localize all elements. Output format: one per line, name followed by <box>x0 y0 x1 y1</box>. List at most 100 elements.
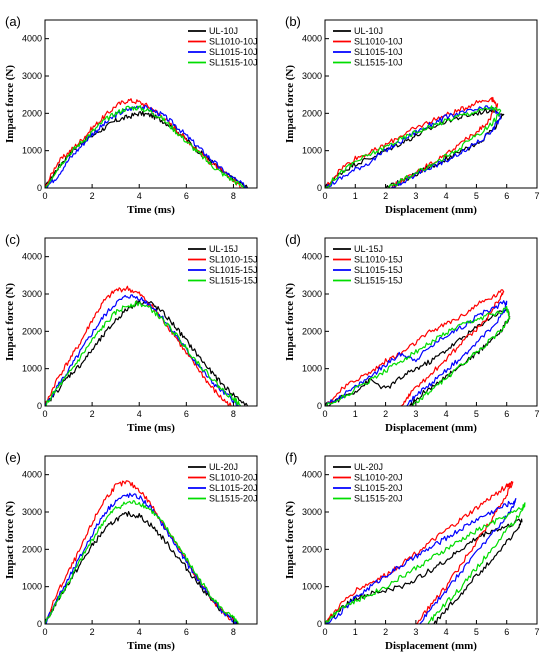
legend-label-2: SL1010-15J <box>354 255 403 265</box>
series-line-2 <box>45 480 237 624</box>
series-line-3 <box>325 300 508 406</box>
series-line-3 <box>325 105 502 188</box>
legend-label-3: SL1015-10J <box>209 47 258 57</box>
x-tick-label: 0 <box>42 409 47 419</box>
y-tick-label: 4000 <box>302 252 322 262</box>
series-line-2 <box>45 98 243 188</box>
legend-label-4: SL1515-20J <box>354 494 403 504</box>
series-line-4 <box>45 300 242 406</box>
panel-2: 0 1 2 3 4 5 6 7 0 1000 2000 3000 4000 Displacement (m… <box>284 14 540 216</box>
x-tick-label: 0 <box>42 627 47 637</box>
y-tick-label: 0 <box>37 401 42 411</box>
y-tick-label: 3000 <box>302 71 322 81</box>
y-tick-label: 2000 <box>22 326 42 336</box>
legend-label-4: SL1515-10J <box>209 58 258 68</box>
panel-label: (d) <box>285 232 301 247</box>
x-tick-label: 8 <box>231 409 236 419</box>
y-tick-label: 0 <box>37 619 42 629</box>
y-tick-label: 0 <box>317 401 322 411</box>
x-axis-title: Time (ms) <box>127 640 175 652</box>
x-tick-label: 4 <box>444 409 449 419</box>
plot-frame <box>324 19 538 189</box>
y-tick-label: 2000 <box>302 326 322 336</box>
series-line-4 <box>325 105 502 188</box>
series-line-4 <box>325 305 511 406</box>
x-tick-label: 0 <box>42 191 47 201</box>
legend-label-1: UL-10J <box>209 26 238 36</box>
y-axis-title: Impact force (N) <box>4 283 16 361</box>
y-tick-label: 3000 <box>302 507 322 517</box>
x-tick-label: 5 <box>474 409 479 419</box>
y-axis-title: Impact force (N) <box>4 65 16 143</box>
x-tick-label: 6 <box>184 627 189 637</box>
legend-label-2: SL1010-20J <box>354 473 403 483</box>
x-axis-title: Time (ms) <box>127 422 175 434</box>
x-tick-label: 6 <box>184 191 189 201</box>
x-tick-label: 2 <box>383 409 388 419</box>
y-tick-label: 3000 <box>22 507 42 517</box>
y-axis-title: Impact force (N) <box>284 501 296 579</box>
x-tick-label: 6 <box>504 191 509 201</box>
y-tick-label: 3000 <box>302 289 322 299</box>
legend-label-3: SL1015-20J <box>209 483 258 493</box>
panel-label: (b) <box>285 14 301 29</box>
x-tick-label: 5 <box>474 191 479 201</box>
y-tick-label: 1000 <box>22 364 42 374</box>
x-tick-label: 3 <box>413 409 418 419</box>
x-tick-label: 2 <box>90 627 95 637</box>
y-tick-label: 1000 <box>22 146 42 156</box>
y-tick-label: 3000 <box>22 71 42 81</box>
y-tick-label: 0 <box>317 619 322 629</box>
series-line-4 <box>45 105 246 188</box>
series-line-2 <box>45 285 232 406</box>
legend-label-1: UL-20J <box>354 462 383 472</box>
plot-frame <box>44 19 258 189</box>
series-line-3 <box>45 492 237 624</box>
y-tick-label: 4000 <box>22 470 42 480</box>
y-tick-label: 2000 <box>302 544 322 554</box>
series-line-2 <box>325 96 499 188</box>
series-line-1 <box>325 518 523 624</box>
y-axis-title: Impact force (N) <box>284 65 296 143</box>
series-line-4 <box>325 502 526 624</box>
y-tick-label: 1000 <box>22 582 42 592</box>
y-tick-label: 4000 <box>302 470 322 480</box>
x-axis-title: Displacement (mm) <box>385 640 477 652</box>
plot-frame <box>44 237 258 407</box>
series-line-4 <box>45 500 239 624</box>
legend-label-4: SL1515-10J <box>354 58 403 68</box>
series-line-3 <box>325 498 517 624</box>
panel-label: (e) <box>5 450 21 465</box>
x-tick-label: 6 <box>504 409 509 419</box>
series-group <box>325 96 505 188</box>
panel-label: (f) <box>285 450 297 465</box>
y-tick-label: 0 <box>37 183 42 193</box>
x-tick-label: 3 <box>413 191 418 201</box>
legend-label-2: SL1010-20J <box>209 473 258 483</box>
legend-label-4: SL1515-20J <box>209 494 258 504</box>
x-tick-label: 4 <box>137 627 142 637</box>
series-group <box>45 480 239 624</box>
legend-label-2: SL1010-15J <box>209 255 258 265</box>
x-tick-label: 2 <box>90 191 95 201</box>
x-tick-label: 6 <box>184 409 189 419</box>
plot-frame <box>324 455 538 625</box>
x-tick-label: 4 <box>137 191 142 201</box>
x-axis-title: Displacement (mm) <box>385 204 477 216</box>
y-tick-label: 2000 <box>22 544 42 554</box>
legend-label-4: SL1515-15J <box>209 276 258 286</box>
panel-1: 0 2 4 6 8 0 1000 2000 3000 4000 Time (ms) Impact fo… <box>4 14 258 216</box>
y-tick-label: 1000 <box>302 582 322 592</box>
x-tick-label: 4 <box>137 409 142 419</box>
x-tick-label: 1 <box>353 409 358 419</box>
y-axis-title: Impact force (N) <box>284 283 296 361</box>
legend-label-2: SL1010-10J <box>209 37 258 47</box>
x-tick-label: 2 <box>383 627 388 637</box>
series-line-1 <box>45 110 249 188</box>
x-tick-label: 7 <box>534 191 539 201</box>
legend-label-1: UL-20J <box>209 462 238 472</box>
x-axis-title: Time (ms) <box>127 204 175 216</box>
x-tick-label: 4 <box>444 627 449 637</box>
panel-3: 0 2 4 6 8 0 1000 2000 3000 4000 Time (ms) Impact fo… <box>4 232 258 434</box>
